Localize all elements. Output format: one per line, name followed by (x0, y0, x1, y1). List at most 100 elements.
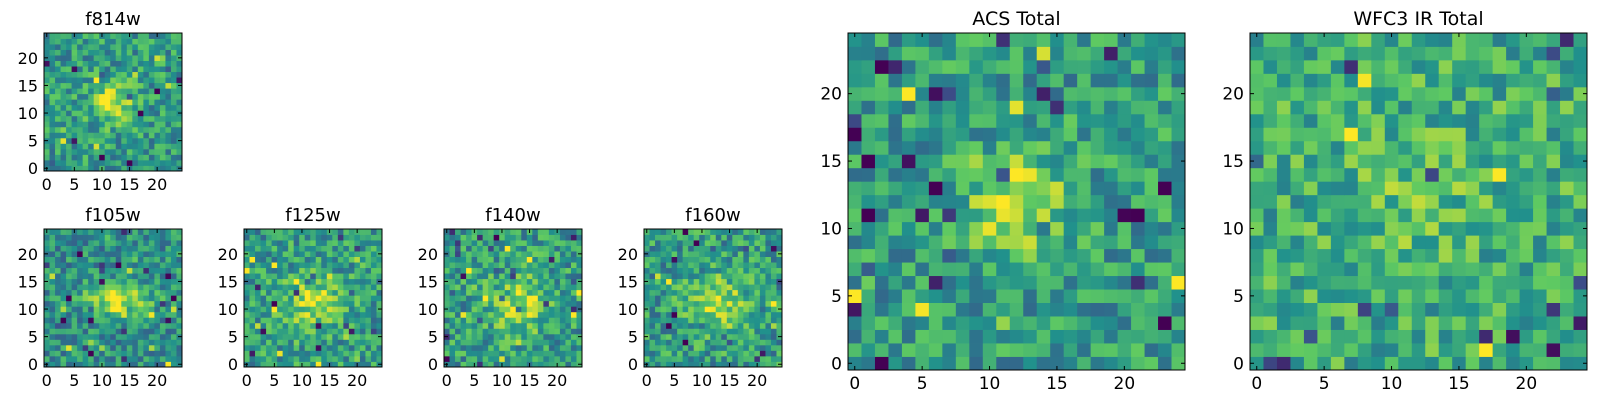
heatmap-cell (154, 44, 161, 50)
heatmap-cell (354, 306, 361, 313)
heatmap-cell (93, 273, 100, 280)
heatmap-cell (928, 329, 943, 344)
heatmap-cell (143, 115, 150, 122)
heatmap-cell (644, 300, 650, 307)
heatmap-cell (565, 322, 572, 329)
heatmap-cell (137, 66, 144, 73)
heatmap-cell (715, 251, 722, 257)
heatmap-cell (1036, 86, 1051, 101)
heatmap-cell (77, 110, 84, 117)
heatmap-cell (66, 311, 72, 318)
heatmap-cell (343, 317, 350, 324)
heatmap-cell (1077, 127, 1092, 142)
heatmap-cell (677, 350, 684, 357)
heatmap-cell (249, 322, 256, 329)
heatmap-cell (304, 333, 311, 340)
heatmap-cell (565, 311, 572, 318)
heatmap-cell (1063, 181, 1078, 196)
heatmap-cell (1384, 194, 1399, 209)
heatmap-cell (449, 251, 456, 257)
heatmap-cell (1117, 154, 1132, 169)
heatmap-cell (737, 339, 744, 346)
heatmap-cell (554, 350, 561, 357)
heatmap-cell (644, 234, 650, 241)
heatmap-cell (159, 159, 166, 166)
heatmap-cell (99, 55, 106, 61)
heatmap-cell (677, 333, 684, 340)
heatmap-cell (699, 355, 706, 362)
heatmap-cell (471, 322, 478, 329)
heatmap-cell (1371, 289, 1386, 303)
heatmap-cell (1158, 33, 1172, 47)
heatmap-cell (1131, 113, 1145, 128)
heatmap-cell (861, 235, 876, 250)
heatmap-cell (1104, 316, 1118, 330)
heatmap-cell (576, 328, 583, 335)
heatmap-cell (1506, 46, 1520, 61)
y-tick-label: 0 (28, 159, 38, 178)
heatmap-cell (1357, 343, 1372, 357)
heatmap-cell (343, 262, 350, 269)
heatmap-cell (99, 317, 106, 324)
heatmap-cell (515, 273, 522, 280)
heatmap-cell (493, 273, 500, 280)
heatmap-cell (99, 143, 106, 150)
heatmap-cell (1144, 33, 1159, 47)
heatmap-cell (1036, 302, 1051, 317)
heatmap-cell (1023, 33, 1038, 47)
heatmap-cell (504, 295, 511, 302)
heatmap-cell (121, 71, 128, 78)
heatmap-cell (126, 289, 133, 296)
heatmap-cell (348, 328, 355, 335)
heatmap-cell (710, 229, 717, 235)
heatmap-cell (548, 295, 555, 302)
heatmap-cell (715, 234, 722, 241)
heatmap-cell (1158, 181, 1172, 196)
heatmap-cell (310, 333, 317, 340)
heatmap-cell (159, 355, 166, 362)
heatmap-cell (969, 73, 984, 88)
heatmap-cell (942, 343, 957, 357)
heatmap-cell (1303, 73, 1318, 88)
heatmap-cell (93, 88, 100, 95)
heatmap-cell (1303, 113, 1318, 128)
heatmap-cell (693, 267, 700, 274)
heatmap-cell (77, 344, 84, 351)
heatmap-cell (148, 137, 155, 144)
heatmap-cell (466, 311, 472, 318)
heatmap-cell (770, 317, 777, 324)
heatmap-cell (71, 132, 78, 139)
heatmap-cell (1519, 33, 1534, 47)
heatmap-cell (66, 99, 72, 106)
heatmap-cell (137, 104, 144, 111)
heatmap-cell (666, 311, 672, 318)
heatmap-cell (82, 322, 89, 329)
heatmap-cell (1023, 208, 1038, 223)
heatmap-cell (266, 284, 272, 291)
heatmap-cell (44, 350, 50, 357)
heatmap-cell (1371, 113, 1386, 128)
heatmap-cell (455, 333, 461, 340)
heatmap-cell (255, 262, 261, 269)
heatmap-cell (44, 148, 50, 155)
heatmap-cell (759, 289, 766, 296)
heatmap-cell (1330, 329, 1345, 344)
heatmap-cell (1330, 127, 1345, 142)
heatmap-cell (504, 339, 511, 346)
heatmap-cell (132, 344, 139, 351)
heatmap-cell (510, 344, 517, 351)
heatmap-cell (743, 262, 750, 269)
heatmap-cell (1398, 46, 1413, 61)
heatmap-cell (44, 104, 50, 111)
heatmap-cell (288, 361, 295, 368)
heatmap-cell (1492, 329, 1507, 344)
heatmap-cell (710, 251, 717, 257)
heatmap-cell (1050, 127, 1065, 142)
heatmap-cell (99, 273, 106, 280)
heatmap-cell (337, 240, 344, 246)
heatmap-cell (104, 148, 111, 155)
heatmap-cell (326, 300, 333, 307)
heatmap-cell (71, 278, 78, 285)
heatmap-cell (77, 322, 84, 329)
heatmap-cell (1144, 167, 1159, 182)
